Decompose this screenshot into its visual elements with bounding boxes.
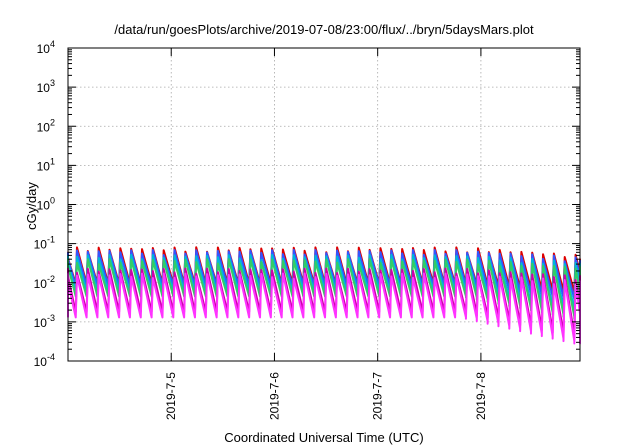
y-tick-label: 103 bbox=[37, 78, 55, 95]
x-tick-label: 2019-7-5 bbox=[164, 372, 178, 420]
y-tick-label: 104 bbox=[37, 39, 55, 56]
y-tick-label: 10-2 bbox=[34, 274, 55, 291]
x-tick-label: 2019-7-6 bbox=[267, 372, 281, 420]
series-line-2 bbox=[67, 248, 581, 302]
y-tick-label: 10-1 bbox=[34, 235, 55, 252]
x-axis-label: Coordinated Universal Time (UTC) bbox=[224, 430, 423, 445]
series-line-6 bbox=[67, 272, 581, 345]
x-tick-label: 2019-7-7 bbox=[371, 372, 385, 420]
series-line-4 bbox=[67, 258, 581, 320]
plot-series bbox=[67, 246, 581, 345]
y-tick-label: 101 bbox=[37, 156, 55, 173]
y-axis-label: cGy/day bbox=[24, 182, 39, 230]
axes: 10-4 10-3 10-2 10-1 100 101 102 103 104 2019-7-5 2… bbox=[34, 39, 581, 420]
plot-frame bbox=[67, 47, 581, 362]
series-line-3 bbox=[67, 253, 581, 313]
y-tick-label: 10-4 bbox=[34, 352, 55, 369]
y-tick-label: 10-3 bbox=[34, 313, 55, 330]
chart-title: /data/run/goesPlots/archive/2019-07-08/2… bbox=[114, 22, 534, 37]
y-tick-label: 102 bbox=[37, 117, 55, 134]
x-tick-label: 2019-7-8 bbox=[474, 372, 488, 420]
y-tick-label: 100 bbox=[37, 196, 55, 213]
